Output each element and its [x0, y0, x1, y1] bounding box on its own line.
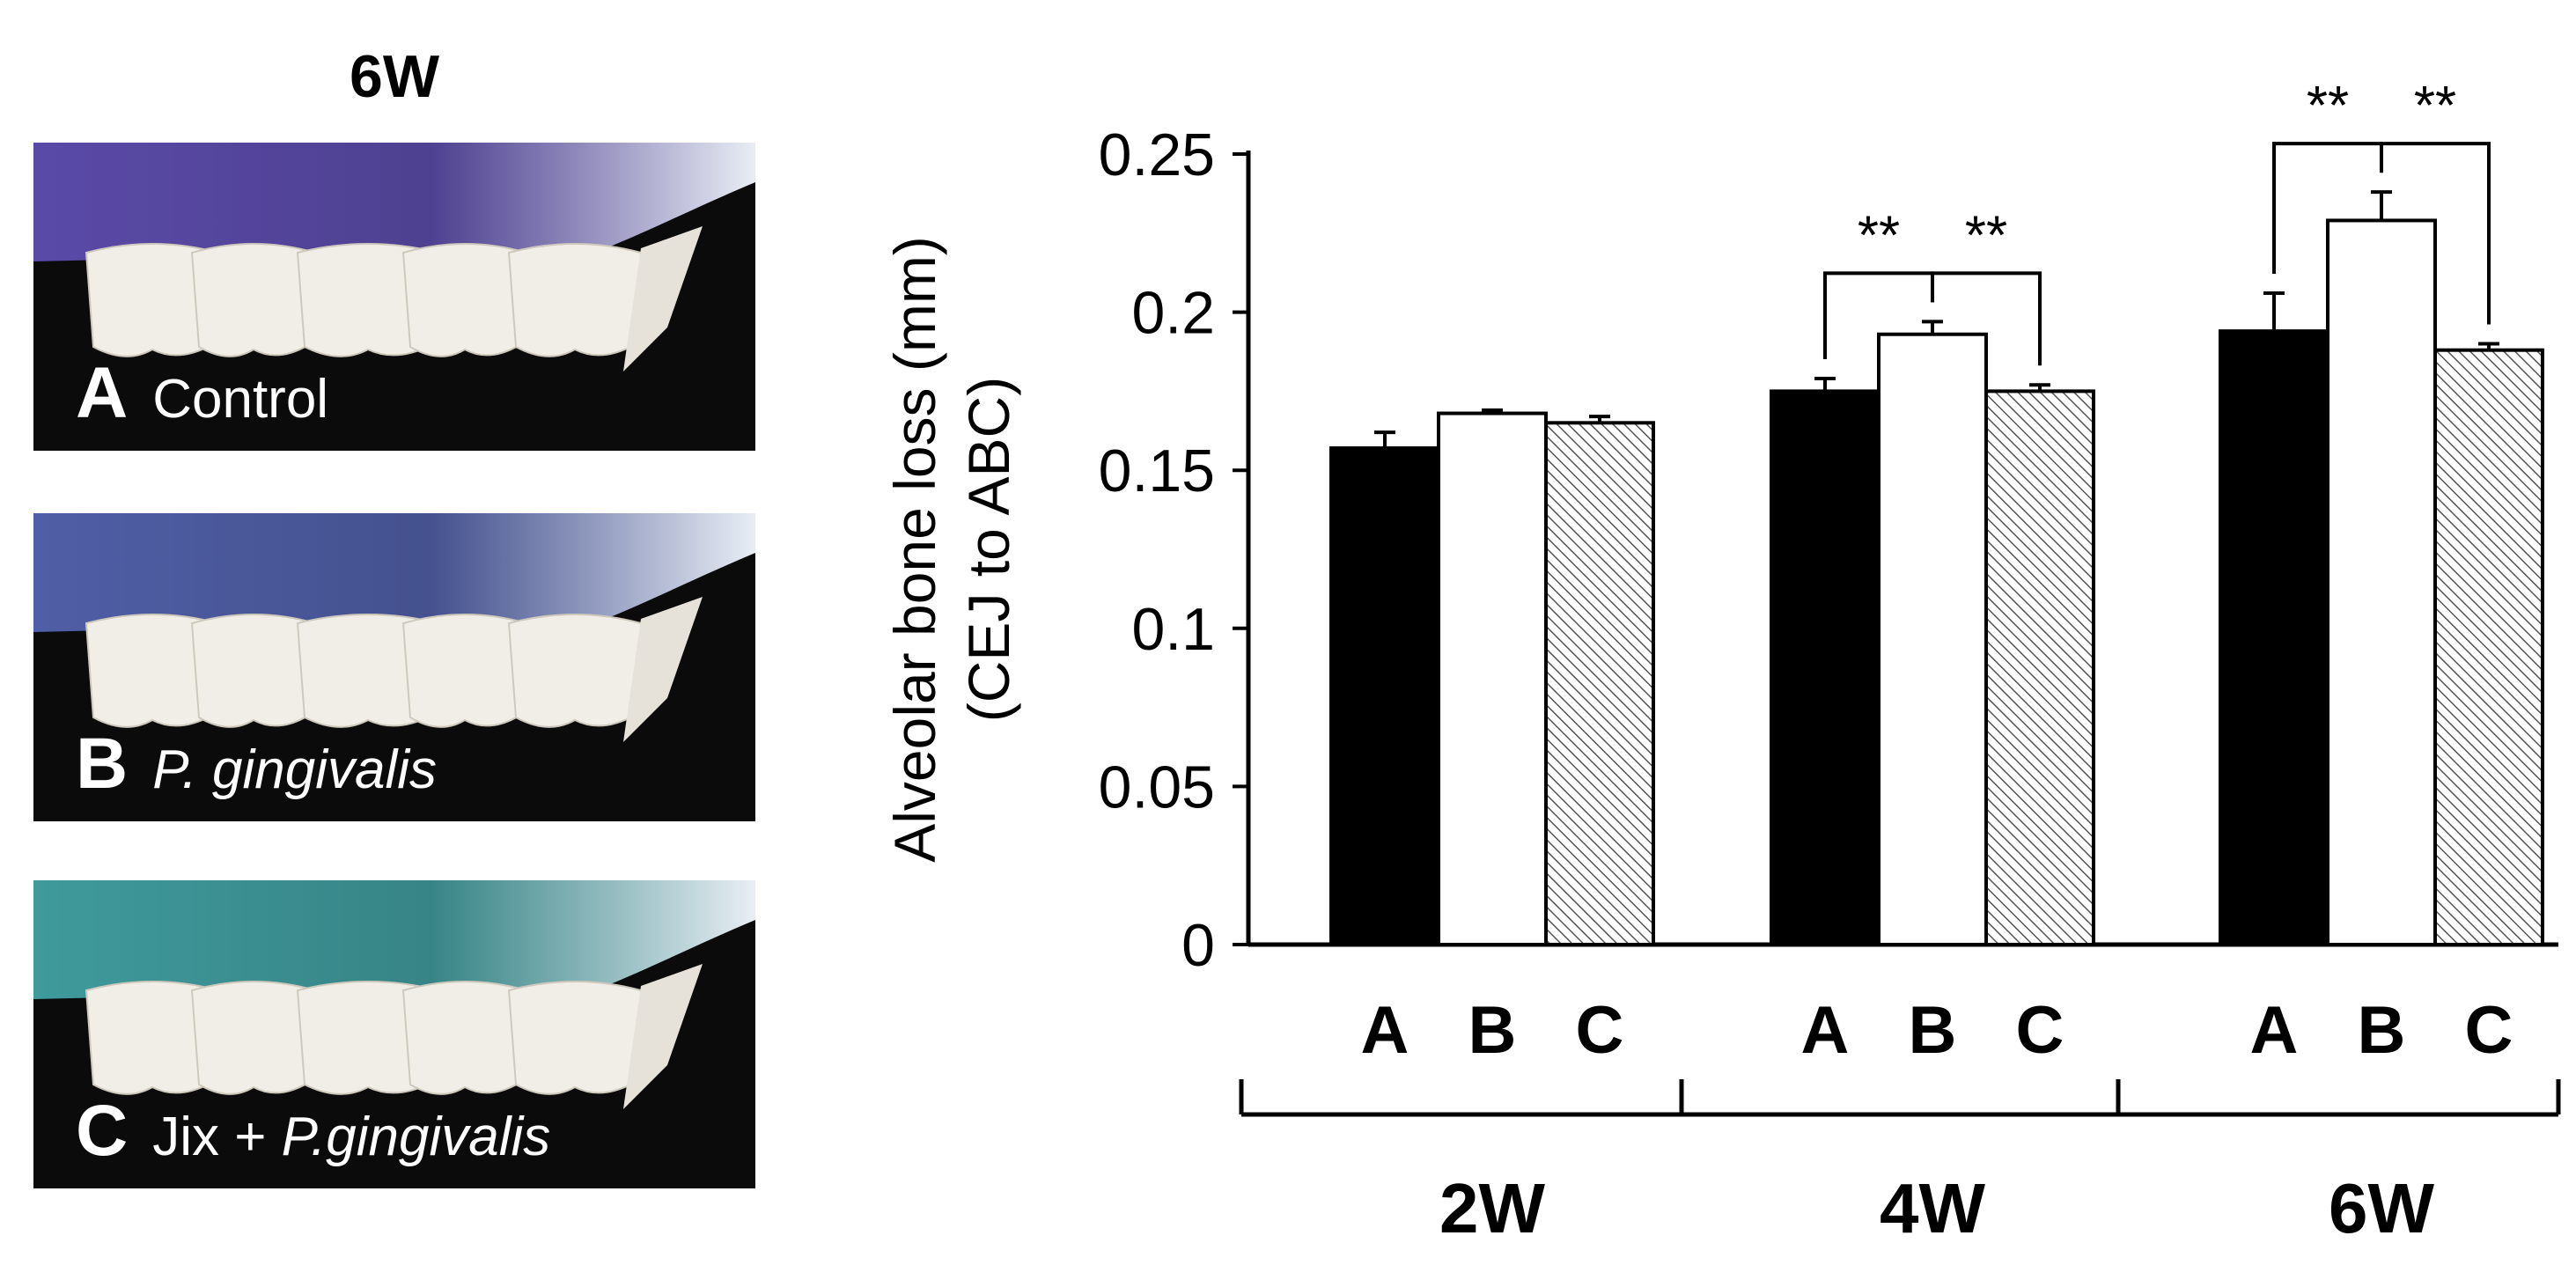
tooth-3: [401, 243, 528, 357]
tooth-root: [623, 964, 703, 1109]
category-label: C: [2016, 993, 2064, 1068]
tooth-2: [296, 981, 440, 1095]
category-label: A: [1801, 993, 1850, 1068]
jaw-photo-b: [33, 513, 755, 821]
tooth-2: [296, 243, 440, 357]
category-label: B: [1468, 993, 1517, 1068]
tooth-4: [507, 243, 643, 357]
tooth-3: [401, 981, 528, 1095]
gum-tissue: [33, 143, 755, 261]
group-label: 4W: [1880, 1169, 1985, 1247]
photo-panel-a: A Control: [33, 143, 755, 451]
tooth-4: [507, 614, 643, 728]
photos-title: 6W: [350, 43, 439, 110]
panel-letter-c: C: [76, 1091, 129, 1171]
significance-marker: **: [2307, 76, 2349, 136]
y-axis-label: Alveolar bone loss (mm) (CEJ to ABC): [882, 236, 1021, 863]
panel-letter-b: B: [76, 724, 129, 804]
significance-bracket: [1931, 271, 2042, 366]
bar-6W-C: [2433, 348, 2544, 947]
category-label: C: [1576, 993, 1624, 1068]
y-tick-label: 0.05: [1099, 754, 1215, 820]
y-tick-label: 0.25: [1099, 121, 1215, 188]
panel-caption-a: A Control: [76, 352, 328, 435]
significance-marker: **: [1858, 205, 1900, 266]
tooth-0: [85, 981, 220, 1095]
tooth-root: [623, 226, 703, 371]
y-tick-label: 0.15: [1099, 438, 1215, 504]
tooth-1: [190, 243, 317, 357]
category-label: B: [1909, 993, 1957, 1068]
bar-2W-A: [1329, 446, 1440, 946]
bar-4W-B: [1877, 332, 1988, 946]
category-label: A: [2250, 993, 2299, 1068]
group-label: 6W: [2329, 1169, 2434, 1247]
tooth-2: [296, 614, 440, 728]
bar-2W-B: [1437, 411, 1548, 946]
tooth-4: [507, 981, 643, 1095]
tooth-3: [401, 614, 528, 728]
panel-label-italic-c: P.gingivalis: [281, 1107, 551, 1167]
gum-tissue: [33, 880, 755, 999]
photo-panel-c: C Jix + P.gingivalis: [33, 880, 755, 1188]
gum-tissue: [33, 513, 755, 632]
category-label: B: [2358, 993, 2406, 1068]
tooth-1: [190, 981, 317, 1095]
y-axis-label-line2: (CEJ to ABC): [956, 377, 1021, 722]
panel-caption-c: C Jix + P.gingivalis: [76, 1090, 550, 1173]
panel-label-italic-b: P. gingivalis: [152, 739, 438, 800]
category-label: A: [1361, 993, 1409, 1068]
tooth-1: [190, 614, 317, 728]
tooth-0: [85, 243, 220, 357]
significance-bracket: [2380, 142, 2491, 325]
category-label: C: [2465, 993, 2513, 1068]
significance-marker: **: [2414, 76, 2456, 136]
panel-letter-a: A: [76, 353, 129, 433]
bar-2W-C: [1544, 421, 1655, 946]
panel-label-a: Control: [152, 369, 329, 430]
panel-label-c: Jix +: [152, 1107, 282, 1167]
y-axis-label-line1: Alveolar bone loss (mm): [882, 236, 947, 863]
group-label: 2W: [1439, 1169, 1545, 1247]
bar-6W-B: [2326, 218, 2437, 946]
bar-4W-C: [1984, 389, 2095, 946]
photo-panel-b: B P. gingivalis: [33, 513, 755, 821]
jaw-photo-c: [33, 880, 755, 1188]
bar-4W-A: [1770, 389, 1880, 946]
jaw-photo-a: [33, 143, 755, 451]
y-tick-label: 0.1: [1131, 596, 1215, 663]
tooth-0: [85, 614, 220, 728]
panel-caption-b: B P. gingivalis: [76, 723, 437, 805]
bar-6W-A: [2219, 329, 2329, 947]
tooth-root: [623, 597, 703, 742]
significance-marker: **: [1965, 205, 2007, 266]
y-tick-label: 0: [1181, 912, 1215, 979]
y-tick-label: 0.2: [1131, 280, 1215, 347]
